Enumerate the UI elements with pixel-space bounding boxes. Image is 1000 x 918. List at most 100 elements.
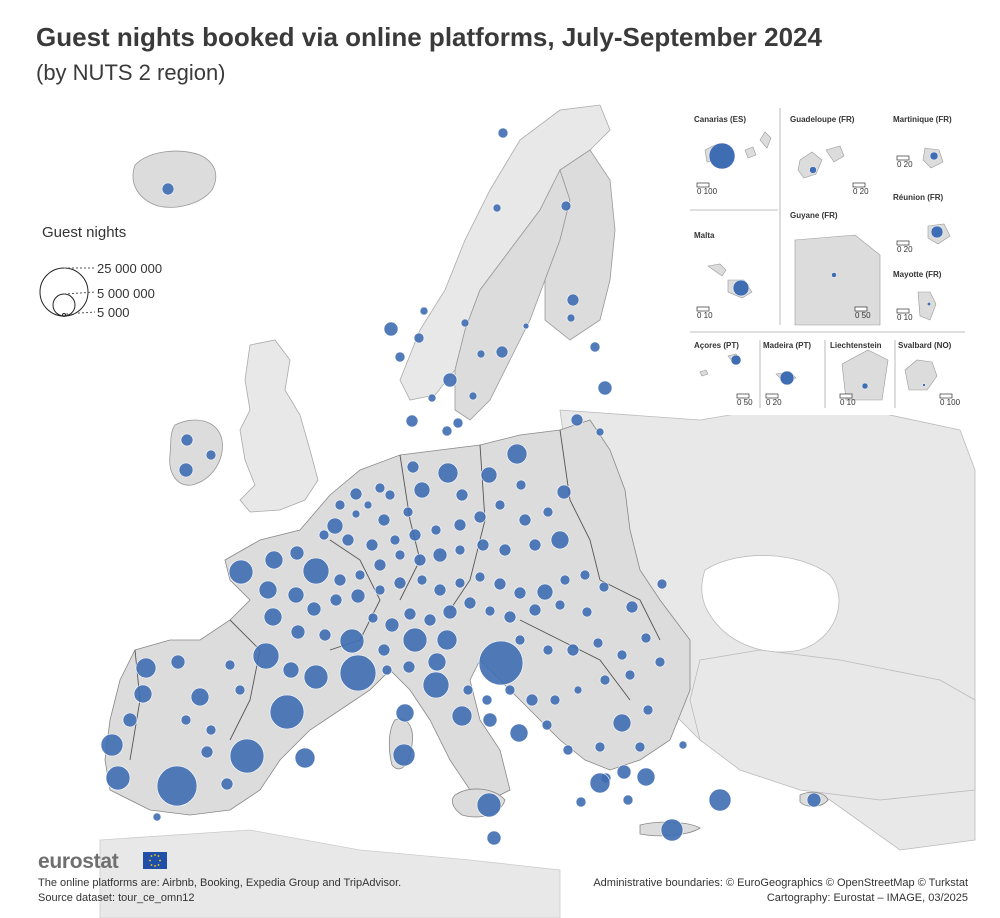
region-bubble bbox=[384, 489, 396, 501]
region-bubble bbox=[494, 499, 506, 511]
region-bubble bbox=[365, 538, 379, 552]
north-africa bbox=[99, 829, 561, 918]
region-bubble bbox=[282, 661, 300, 679]
region-bubble bbox=[536, 583, 554, 601]
legend-value-small: 5 000 bbox=[97, 305, 130, 320]
legend-circle-small bbox=[62, 313, 66, 317]
region-bubble bbox=[394, 549, 406, 561]
region-bubble bbox=[616, 649, 628, 661]
region-bubble bbox=[430, 524, 442, 536]
region-bubble bbox=[339, 628, 365, 654]
region-bubble bbox=[220, 777, 234, 791]
region-bubble bbox=[318, 628, 332, 642]
region-bubble bbox=[413, 481, 431, 499]
region-bubble bbox=[503, 610, 517, 624]
region-bubble bbox=[480, 466, 498, 484]
inset-label: Mayotte (FR) bbox=[893, 270, 942, 279]
region-bubble bbox=[180, 433, 194, 447]
inset-bubble bbox=[708, 142, 736, 170]
inset-label: Svalbard (NO) bbox=[898, 341, 952, 350]
region-bubble bbox=[559, 574, 571, 586]
scale-label: 0 20 bbox=[897, 245, 913, 254]
region-bubble bbox=[513, 586, 527, 600]
region-bubble bbox=[656, 578, 668, 590]
region-bubble bbox=[525, 693, 539, 707]
region-bubble bbox=[294, 747, 316, 769]
eu-flag-icon bbox=[143, 852, 167, 869]
inset-label: Martinique (FR) bbox=[893, 115, 952, 124]
size-legend bbox=[39, 267, 96, 317]
region-bubble bbox=[384, 617, 400, 633]
map-title: Guest nights booked via online platforms… bbox=[36, 22, 822, 52]
scale-bar bbox=[939, 393, 953, 399]
inset-bubble bbox=[732, 279, 750, 297]
region-bubble bbox=[515, 479, 527, 491]
region-bubble bbox=[554, 599, 566, 611]
region-bubble bbox=[481, 694, 493, 706]
turkey bbox=[689, 649, 976, 801]
eurostat-logo: eurostat bbox=[38, 850, 119, 873]
region-bubble bbox=[349, 487, 363, 501]
scale-bar bbox=[896, 308, 910, 314]
platforms-note: The online platforms are: Airbnb, Bookin… bbox=[38, 877, 402, 889]
region-bubble bbox=[550, 530, 570, 550]
region-bubble bbox=[476, 538, 490, 552]
scale-bar bbox=[896, 240, 910, 246]
region-bubble bbox=[408, 528, 422, 542]
region-bubble bbox=[562, 744, 574, 756]
region-bubble bbox=[190, 687, 210, 707]
region-bubble bbox=[200, 745, 214, 759]
legend-circle-medium bbox=[52, 293, 76, 317]
region-bubble bbox=[392, 743, 416, 767]
inset-bubble bbox=[861, 382, 869, 390]
inset-labels: Canarias (ES) 0 100 Guadeloupe (FR) 0 20 Mar… bbox=[694, 115, 961, 407]
region-bubble bbox=[566, 293, 580, 307]
region-bubble bbox=[413, 553, 427, 567]
region-bubble bbox=[454, 577, 466, 589]
region-bubble bbox=[560, 200, 572, 212]
region-bubble bbox=[427, 393, 437, 403]
region-bubble bbox=[498, 543, 512, 557]
inset-bubble bbox=[831, 272, 837, 278]
inset-bubble bbox=[730, 354, 742, 366]
region-bubble bbox=[339, 654, 377, 692]
region-bubble bbox=[660, 818, 684, 842]
region-bubble bbox=[497, 127, 509, 139]
region-bubble bbox=[708, 788, 732, 812]
region-bubble bbox=[581, 606, 593, 618]
black-sea bbox=[701, 555, 840, 653]
region-bubble bbox=[634, 741, 646, 753]
region-bubble bbox=[423, 613, 437, 627]
region-bubble bbox=[566, 643, 580, 657]
inset-bubble bbox=[779, 370, 795, 386]
region-bubble bbox=[492, 203, 502, 213]
scale-bar bbox=[839, 393, 853, 399]
region-bubble bbox=[476, 792, 502, 818]
region-bubble bbox=[381, 664, 393, 676]
inset-label: Guadeloupe (FR) bbox=[790, 115, 855, 124]
inset-bubble bbox=[922, 383, 926, 387]
region-bubble bbox=[504, 684, 516, 696]
region-bubble bbox=[478, 640, 524, 686]
region-bubble bbox=[612, 713, 632, 733]
cartography-credit: Cartography: Eurostat – IMAGE, 03/2025 bbox=[766, 892, 968, 904]
region-bubble bbox=[616, 764, 632, 780]
region-bubble bbox=[413, 332, 425, 344]
great-britain bbox=[239, 339, 319, 513]
region-bubble bbox=[506, 443, 528, 465]
region-bubble bbox=[433, 583, 447, 597]
legend-title: Guest nights bbox=[42, 224, 127, 241]
region-bubble bbox=[333, 573, 347, 587]
iceland bbox=[132, 150, 217, 208]
region-bubble bbox=[442, 372, 458, 388]
source-dataset: Source dataset: tour_ce_omn12 bbox=[38, 892, 195, 904]
region-bubble bbox=[432, 547, 448, 563]
footer-credits: Administrative boundaries: © EuroGeograp… bbox=[593, 876, 968, 906]
scale-bar bbox=[765, 393, 779, 399]
region-bubble bbox=[518, 513, 532, 527]
region-bubble bbox=[234, 684, 246, 696]
region-bubble bbox=[290, 624, 306, 640]
scale-bar bbox=[896, 155, 910, 161]
region-bubble bbox=[161, 182, 175, 196]
